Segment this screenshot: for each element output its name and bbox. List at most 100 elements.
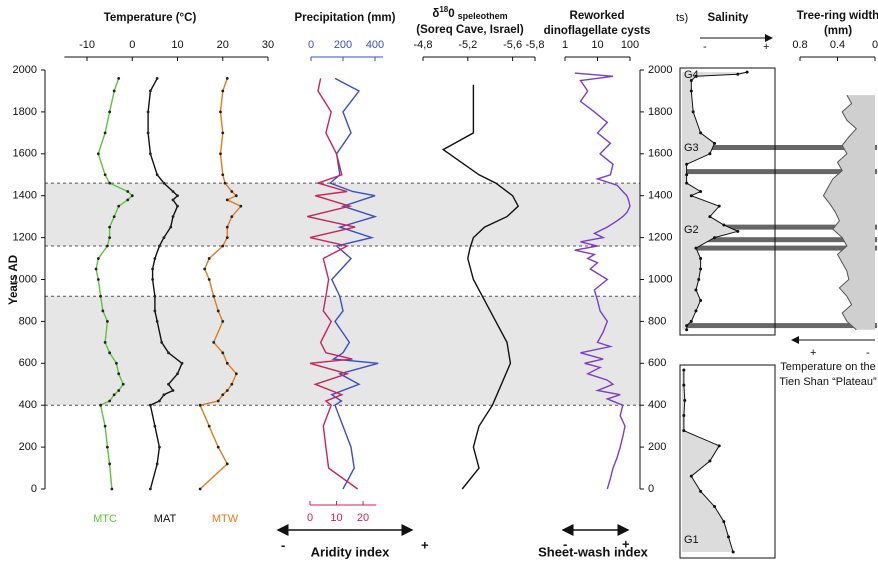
point: [105, 244, 109, 248]
note-plus: +: [810, 347, 816, 359]
point: [171, 190, 175, 193]
point: [225, 462, 229, 466]
point: [108, 351, 112, 355]
point: [153, 309, 157, 313]
dark-band: [682, 224, 877, 230]
point: [225, 389, 229, 392]
x-tick-label: 20: [217, 39, 229, 51]
point: [216, 399, 220, 403]
point: [219, 152, 222, 156]
point: [722, 223, 726, 227]
point: [151, 267, 155, 271]
point: [736, 229, 740, 233]
x-tick-label: 1: [562, 39, 568, 51]
index-plus: +: [622, 536, 630, 551]
note: Tien Shan “Plateau”: [779, 376, 877, 388]
point: [689, 78, 693, 82]
background-layer: [45, 72, 877, 552]
x-tick-label: 0: [872, 39, 878, 51]
point: [160, 340, 164, 344]
point: [699, 131, 703, 135]
point: [713, 236, 717, 240]
point: [112, 89, 116, 93]
point: [162, 181, 166, 185]
y-tick-label: 1200: [648, 232, 672, 244]
point: [155, 320, 159, 323]
dark-band: [682, 323, 877, 329]
area-fill: [823, 95, 875, 330]
x-tick-label: -5,8: [526, 39, 545, 51]
note: Temperature on the: [780, 361, 875, 373]
point: [171, 215, 175, 219]
point: [103, 131, 107, 135]
point: [94, 267, 98, 271]
point: [115, 361, 118, 365]
point: [225, 361, 229, 365]
point: [216, 309, 220, 313]
index-label: Sheet-wash index: [538, 544, 649, 559]
zone-label: G2: [684, 224, 699, 236]
title-part: δ: [432, 8, 439, 20]
series-line: [441, 84, 520, 490]
dark-band: [682, 145, 877, 151]
point: [108, 225, 112, 229]
point: [105, 445, 109, 449]
zone-label: G3: [684, 142, 699, 154]
point: [694, 288, 698, 292]
point: [682, 414, 686, 417]
point: [691, 110, 695, 114]
point: [155, 462, 159, 466]
legend-label: MTC: [93, 513, 117, 525]
point: [225, 236, 229, 240]
point: [203, 267, 207, 271]
point: [230, 190, 234, 193]
point: [108, 399, 112, 403]
point: [198, 487, 202, 491]
salinity-frame: [679, 67, 776, 336]
index-label: Aridity index: [311, 544, 391, 559]
point: [689, 89, 693, 93]
point: [745, 70, 749, 74]
point: [689, 194, 693, 198]
point: [153, 257, 157, 260]
dark-band: [682, 169, 877, 175]
point: [221, 351, 225, 355]
point: [682, 368, 686, 372]
x-tick-label: 100: [621, 39, 639, 51]
x-tick-label: -5,2: [458, 39, 477, 51]
point: [694, 74, 698, 78]
point: [683, 398, 687, 402]
point: [239, 204, 243, 208]
point: [685, 181, 689, 185]
point: [117, 372, 121, 376]
point: [96, 152, 100, 156]
point: [699, 190, 703, 194]
point: [103, 424, 107, 428]
point: [717, 444, 721, 448]
x-tick-label: 10: [591, 39, 603, 51]
point: [121, 382, 125, 386]
y-tick-label: 200: [648, 441, 666, 453]
point: [155, 76, 159, 80]
series-line: [328, 77, 379, 490]
note-minus: -: [866, 347, 870, 359]
point: [234, 372, 238, 376]
point: [148, 89, 152, 93]
y-tick-label: 2000: [648, 64, 672, 76]
point: [151, 278, 155, 281]
point: [223, 181, 227, 185]
point: [126, 198, 130, 202]
x-tick-label: -4,8: [414, 39, 433, 51]
point: [148, 487, 152, 491]
point: [221, 131, 225, 135]
index-plus: +: [421, 537, 429, 552]
cut-label: ts): [676, 12, 688, 24]
point: [234, 194, 238, 198]
y-tick-label: 400: [19, 399, 37, 411]
x-tick-label: -10: [79, 39, 95, 51]
point: [708, 152, 712, 156]
point: [108, 236, 112, 240]
point: [101, 309, 105, 313]
